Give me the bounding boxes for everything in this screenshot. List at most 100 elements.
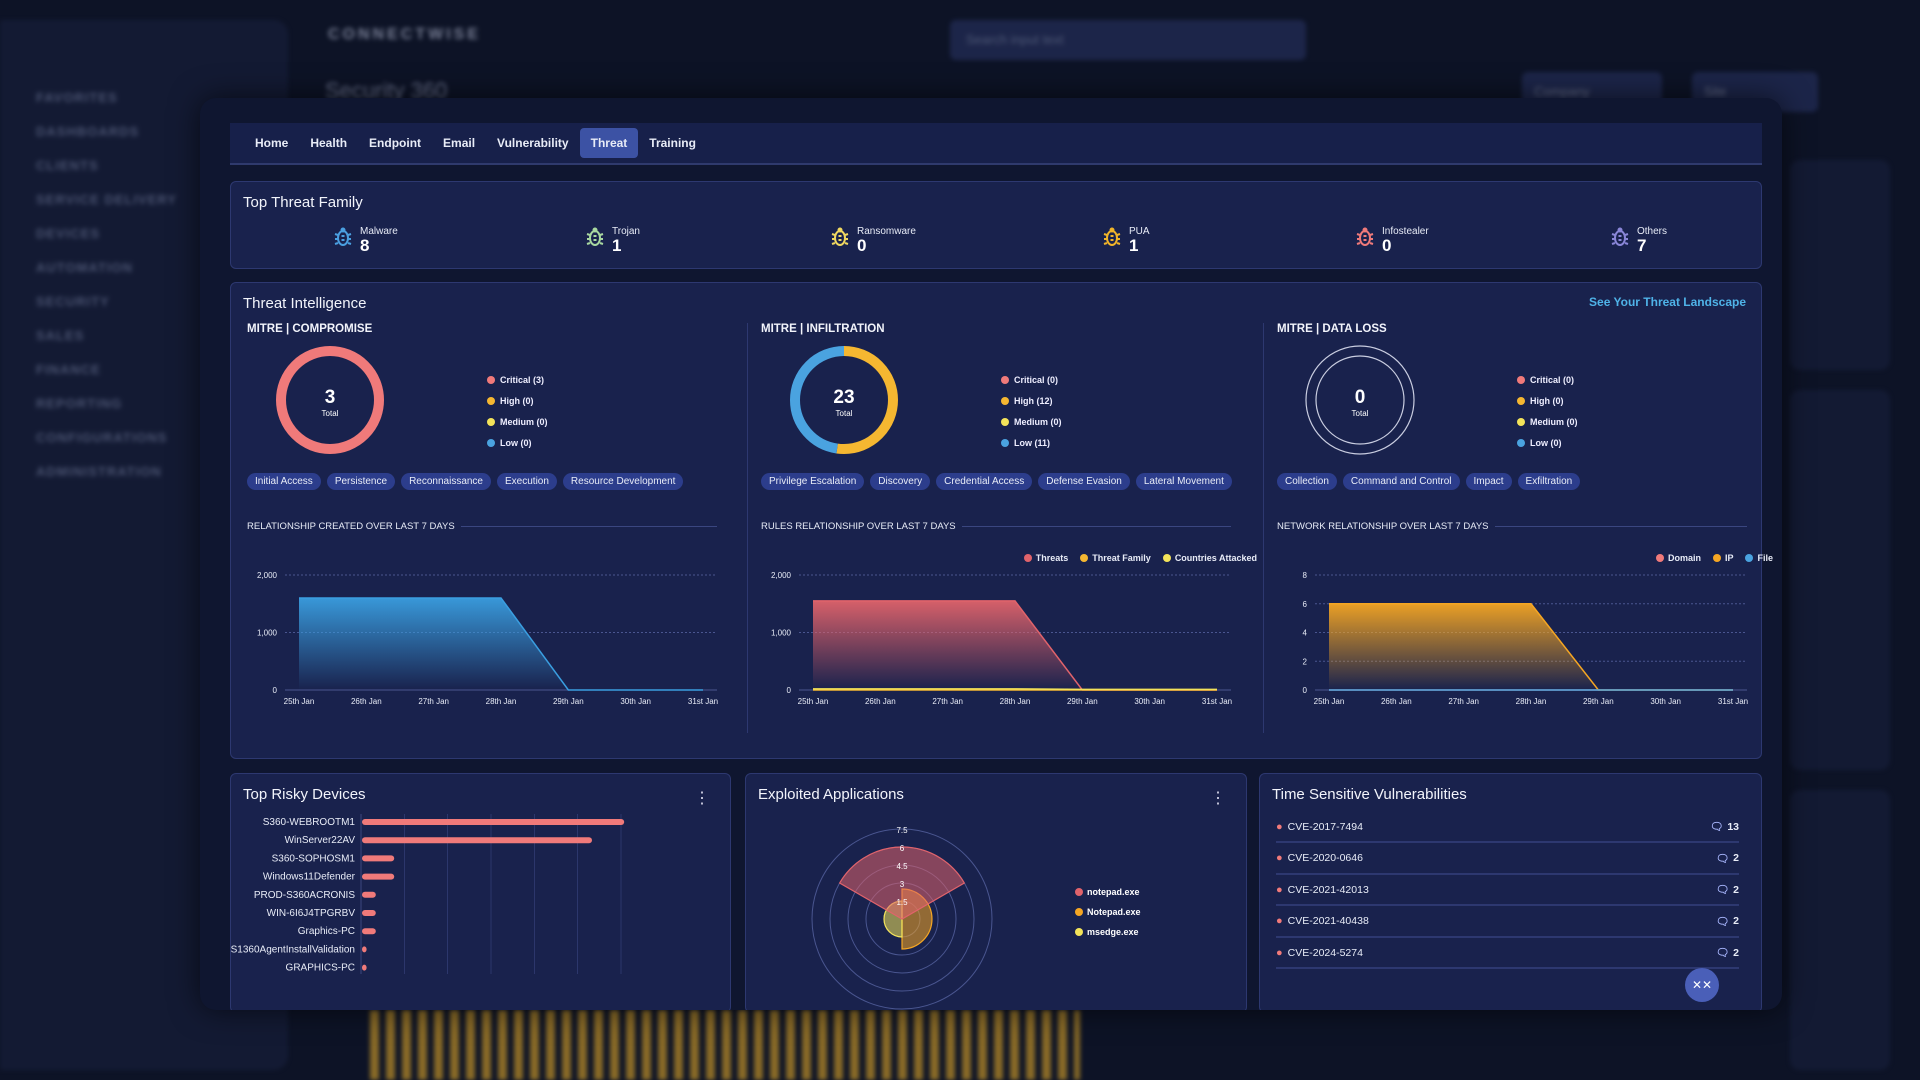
tactic-chip[interactable]: Persistence — [326, 473, 396, 490]
y-tick-label: 1,000 — [257, 629, 278, 638]
chart-title: RELATIONSHIP CREATED OVER LAST 7 DAYS — [247, 521, 455, 532]
sidebar-item[interactable]: SERVICE DELIVERY — [36, 192, 177, 207]
cve-id[interactable]: CVE-2024-5274 — [1287, 946, 1363, 959]
more-options-icon[interactable]: ⋮ — [1210, 790, 1226, 807]
bar[interactable] — [362, 819, 625, 825]
legend-item[interactable]: IP — [1712, 553, 1733, 563]
sidebar-item[interactable]: ADMINISTRATION — [36, 464, 162, 479]
tactic-chip[interactable]: Execution — [497, 473, 557, 490]
threat-family-infostealer[interactable]: Infostealer 0 — [1356, 226, 1429, 255]
tab-vulnerability[interactable]: Vulnerability — [497, 136, 569, 150]
series-line[interactable] — [813, 688, 1217, 691]
sidebar-item[interactable]: SALES — [36, 328, 85, 343]
cve-id[interactable]: CVE-2017-7494 — [1287, 820, 1363, 833]
tactic-chips: Collection Command and Control Impact Exfil… — [1277, 473, 1777, 490]
threat-family-malware[interactable]: Malware 8 — [334, 226, 398, 255]
legend-label: File — [1757, 553, 1773, 563]
legend-label[interactable]: Notepad.exe — [1087, 907, 1141, 917]
cve-id[interactable]: CVE-2021-40438 — [1287, 915, 1369, 927]
x-tick-label: 31st Jan — [1718, 697, 1748, 706]
sidebar-item[interactable]: SECURITY — [36, 294, 110, 309]
legend-label[interactable]: notepad.exe — [1087, 887, 1140, 897]
threat-family-trojan[interactable]: Trojan 1 — [586, 226, 640, 255]
sidebar-item[interactable]: FINANCE — [36, 362, 101, 377]
tactic-chip[interactable]: Discovery — [870, 473, 931, 490]
vulnerability-row[interactable]: ● CVE-2021-42013 🗨 2 — [1276, 875, 1739, 906]
donut-segment-critical[interactable] — [276, 346, 384, 454]
threat-family-ransomware[interactable]: Ransomware 0 — [831, 226, 916, 255]
legend-item[interactable]: File — [1745, 553, 1773, 563]
polar-sector-notepad.exe[interactable] — [838, 846, 966, 920]
sidebar-item[interactable]: DEVICES — [36, 226, 101, 241]
legend-item[interactable]: Threats — [1023, 553, 1068, 563]
legend-label[interactable]: msedge.exe — [1087, 927, 1139, 937]
bar[interactable] — [362, 855, 395, 862]
legend-dot — [487, 438, 495, 447]
tactic-chip[interactable]: Command and Control — [1342, 473, 1460, 490]
bar-label: S360-WEBROOTM1 — [263, 817, 356, 828]
comment-icon: 🗨 — [1709, 821, 1724, 833]
vulnerability-row[interactable]: ● CVE-2021-40438 🗨 2 — [1276, 907, 1739, 938]
bar[interactable] — [362, 946, 367, 953]
sidebar-item[interactable]: CONFIGURATIONS — [36, 430, 168, 445]
sidebar-item[interactable]: CLIENTS — [36, 158, 99, 173]
more-options-icon[interactable]: ⋮ — [694, 790, 710, 807]
tactic-chip[interactable]: Impact — [1465, 473, 1512, 490]
vulnerability-row[interactable]: ● CVE-2024-5274 🗨 2 — [1276, 938, 1739, 969]
tactic-chip[interactable]: Collection — [1277, 473, 1337, 490]
legend-item: High (0) — [1517, 390, 1578, 411]
legend-label: Critical (0) — [1530, 374, 1575, 385]
vulnerability-row[interactable]: ● CVE-2017-7494 🗨 13 — [1276, 812, 1739, 843]
sidebar-item[interactable]: FAVORITES — [36, 90, 118, 105]
tactic-chip[interactable]: Lateral Movement — [1135, 473, 1232, 490]
legend-item[interactable]: Threat Family — [1080, 553, 1151, 563]
tactic-chip[interactable]: Privilege Escalation — [761, 473, 865, 490]
threat-family-others[interactable]: Others 7 — [1611, 226, 1667, 255]
bar[interactable] — [362, 891, 376, 898]
bar[interactable] — [362, 928, 376, 935]
mitre-title: MITRE | COMPROMISE — [247, 323, 373, 335]
donut-segment-low[interactable] — [790, 346, 898, 454]
x-tick-label: 29th Jan — [1583, 697, 1614, 706]
tactic-chip[interactable]: Exfiltration — [1517, 473, 1581, 490]
donut-total-label: Total — [322, 409, 339, 418]
legend-item[interactable]: Countries Attacked — [1162, 553, 1257, 563]
tactic-chips: Initial Access Persistence Reconnaissance E… — [247, 473, 747, 490]
tactic-chip[interactable]: Defense Evasion — [1038, 473, 1130, 490]
bar[interactable] — [362, 837, 592, 844]
see-threat-landscape-link[interactable]: See Your Threat Landscape — [1589, 295, 1746, 309]
connectwise-assistant-button[interactable]: ✕✕ — [1685, 968, 1719, 1002]
tab-email[interactable]: Email — [443, 136, 476, 150]
tactic-chip[interactable]: Credential Access — [936, 473, 1033, 490]
threat-family-label: Malware — [360, 226, 398, 237]
tab-health[interactable]: Health — [310, 136, 348, 150]
legend-label: Domain — [1667, 553, 1701, 563]
cve-id[interactable]: CVE-2020-0646 — [1287, 852, 1363, 864]
search-input[interactable]: Search input text — [950, 20, 1306, 60]
bar[interactable] — [362, 964, 367, 971]
tactic-chip[interactable]: Initial Access — [247, 473, 321, 490]
sidebar-item[interactable]: AUTOMATION — [36, 260, 133, 275]
card-title: Time Sensitive Vulnerabilities — [1272, 786, 1467, 803]
legend-item[interactable]: Domain — [1655, 553, 1701, 563]
sidebar-item[interactable]: DASHBOARDS — [36, 124, 140, 139]
cve-id[interactable]: CVE-2021-42013 — [1287, 883, 1369, 896]
chart-legend: Domain IP File — [1655, 553, 1773, 563]
tactic-chip[interactable]: Reconnaissance — [401, 473, 491, 490]
bar[interactable] — [362, 873, 395, 880]
time-sensitive-vulnerabilities-card: Time Sensitive Vulnerabilities ● CVE-2017… — [1259, 773, 1762, 1010]
threat-family-pua[interactable]: PUA 1 — [1103, 226, 1150, 255]
bar[interactable] — [362, 910, 376, 916]
series-line[interactable] — [299, 597, 703, 691]
tab-home[interactable]: Home — [255, 136, 289, 150]
tactic-chip[interactable]: Resource Development — [562, 473, 684, 490]
tab-endpoint[interactable]: Endpoint — [369, 136, 422, 150]
tab-training[interactable]: Training — [649, 136, 696, 150]
vulnerability-row[interactable]: ● CVE-2020-0646 🗨 2 — [1276, 844, 1739, 875]
legend-dot — [1075, 928, 1083, 936]
radial-tick-label: 4.5 — [896, 862, 908, 871]
sidebar-item[interactable]: REPORTING — [36, 396, 123, 411]
tab-threat[interactable]: Threat — [579, 128, 639, 158]
threat-family-label: Ransomware — [857, 226, 916, 237]
